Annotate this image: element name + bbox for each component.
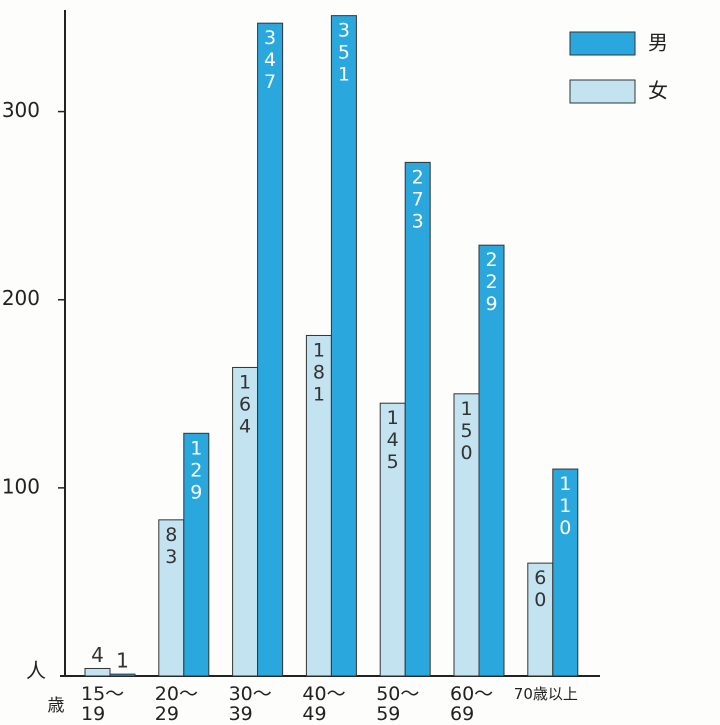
y-tick-label: 100 [2,474,40,498]
data-label: 110 [554,473,576,539]
data-label: 129 [185,437,207,503]
data-label: 150 [456,398,478,464]
legend-swatch [569,31,636,56]
x-tick-label: 50〜 59 [376,683,420,725]
data-label: 181 [308,339,330,405]
bar [478,244,505,677]
bar [330,15,357,677]
y-label: 人 [26,659,46,683]
legend-swatch [569,79,636,104]
data-label: 164 [234,371,256,437]
x-tick-label: 70歳以上 [513,685,578,703]
x-tick-label: 40〜 49 [302,683,346,725]
data-label: 273 [407,166,429,232]
y-tick-label: 300 [2,98,40,122]
x-tick-label: 15〜 19 [81,683,125,725]
data-label: 347 [259,27,281,93]
bar [232,366,259,677]
bar [379,402,406,677]
data-label: 60 [529,567,551,611]
bar [404,161,431,677]
y-tick-label: 200 [2,286,40,310]
bar [84,667,111,677]
x-tick-label: 60〜 69 [450,683,494,725]
bar [183,432,210,677]
bar [552,468,579,677]
data-label: 145 [382,407,404,473]
x-tick-label: 20〜 29 [154,683,198,725]
data-label: 4 [91,643,104,667]
data-label: 83 [160,524,182,568]
data-label: 1 [116,649,129,673]
bar [109,673,136,677]
x-tick-label: 30〜 39 [228,683,272,725]
bar [257,22,284,677]
data-label: 351 [333,20,355,86]
x-label: 歳 [48,696,65,716]
legend-label: 男 [648,31,668,55]
data-label: 229 [481,249,503,315]
bar [158,519,185,677]
legend-label: 女 [648,79,668,103]
